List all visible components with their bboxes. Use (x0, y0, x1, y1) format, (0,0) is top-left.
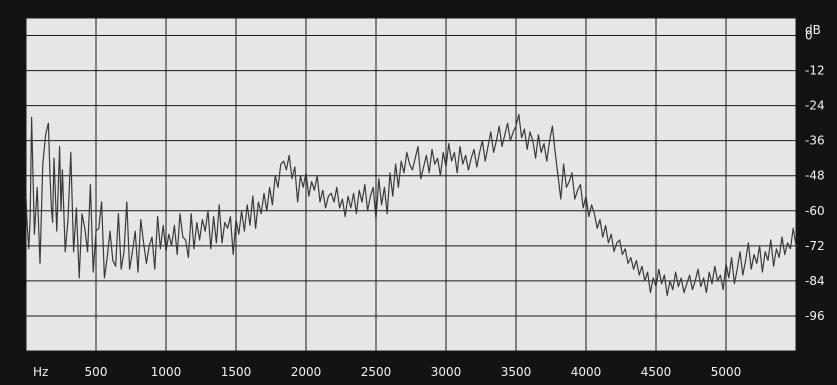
y-tick-label: -12 (805, 64, 825, 78)
spectrum-trace (25, 113, 797, 297)
x-tick-label: 2500 (361, 365, 392, 379)
x-tick-label: 3000 (431, 365, 462, 379)
x-tick-label: 5000 (711, 365, 742, 379)
plot-area (26, 18, 796, 351)
y-tick-label: -84 (805, 274, 825, 288)
x-tick-label: 2000 (291, 365, 322, 379)
y-axis-label: dB (805, 23, 821, 37)
x-tick-label: 500 (85, 365, 108, 379)
x-tick-label: 1500 (221, 365, 252, 379)
y-tick-label: 0 (805, 29, 813, 43)
x-tick-label: 3500 (501, 365, 532, 379)
y-tick-label: -48 (805, 169, 825, 183)
x-tick-label: 4000 (571, 365, 602, 379)
y-axis-ticks: 0 -12 -24 -36 -48 -60 -72 -84 -96 (805, 29, 825, 323)
y-tick-label: -24 (805, 99, 825, 113)
y-tick-label: -72 (805, 239, 825, 253)
x-axis-ticks: 500 1000 1500 2000 2500 3000 3500 4000 4500 5000 (85, 365, 742, 379)
grid (25, 17, 797, 352)
y-tick-label: -36 (805, 134, 825, 148)
x-axis-label: Hz (33, 365, 48, 379)
y-tick-label: -96 (805, 309, 825, 323)
x-tick-label: 1000 (151, 365, 182, 379)
y-tick-label: -60 (805, 204, 825, 218)
x-tick-label: 4500 (641, 365, 672, 379)
plot-border (25, 17, 797, 352)
